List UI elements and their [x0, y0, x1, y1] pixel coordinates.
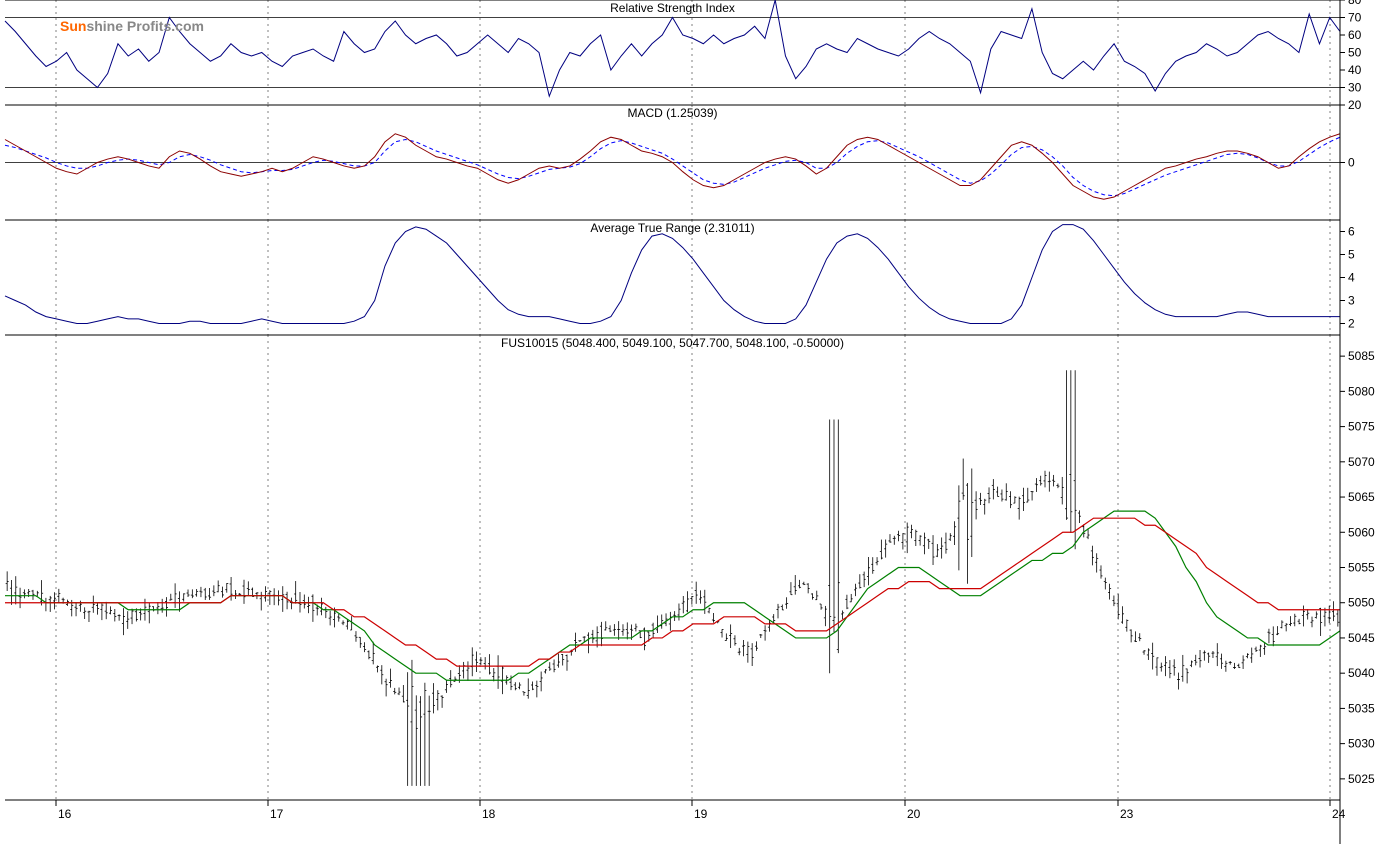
svg-text:20: 20 [907, 807, 921, 821]
svg-text:5055: 5055 [1348, 561, 1375, 575]
watermark-part3: Profits [127, 18, 171, 34]
svg-text:5045: 5045 [1348, 631, 1375, 645]
financial-chart: Sunshine Profits.com 20304050607080Relat… [0, 0, 1390, 844]
svg-text:50: 50 [1348, 46, 1362, 60]
svg-text:2: 2 [1348, 317, 1355, 331]
price-bars [6, 370, 1340, 786]
svg-text:5075: 5075 [1348, 420, 1375, 434]
svg-text:5035: 5035 [1348, 701, 1375, 715]
svg-text:5025: 5025 [1348, 772, 1375, 786]
watermark-part2: shine [86, 18, 123, 34]
svg-text:5065: 5065 [1348, 490, 1375, 504]
svg-text:5050: 5050 [1348, 596, 1375, 610]
svg-text:5060: 5060 [1348, 525, 1375, 539]
svg-text:18: 18 [482, 807, 496, 821]
svg-text:60: 60 [1348, 28, 1362, 42]
svg-text:30: 30 [1348, 81, 1362, 95]
svg-text:19: 19 [694, 807, 708, 821]
watermark-part1: Sun [60, 18, 86, 34]
svg-text:17: 17 [270, 807, 284, 821]
svg-text:20: 20 [1348, 98, 1362, 112]
svg-text:5070: 5070 [1348, 455, 1375, 469]
svg-text:40: 40 [1348, 63, 1362, 77]
svg-text:24: 24 [1332, 807, 1346, 821]
svg-text:3: 3 [1348, 294, 1355, 308]
svg-text:4: 4 [1348, 271, 1355, 285]
watermark-logo: Sunshine Profits.com [60, 18, 204, 34]
watermark-part4: .com [171, 18, 204, 34]
svg-text:MACD (1.25039): MACD (1.25039) [627, 106, 717, 120]
svg-text:Relative Strength Index: Relative Strength Index [610, 1, 735, 15]
svg-text:5085: 5085 [1348, 349, 1375, 363]
svg-text:5080: 5080 [1348, 384, 1375, 398]
svg-text:70: 70 [1348, 11, 1362, 25]
svg-text:23: 23 [1120, 807, 1134, 821]
svg-text:6: 6 [1348, 225, 1355, 239]
svg-text:Average True Range (2.31011): Average True Range (2.31011) [590, 221, 754, 235]
svg-text:FUS10015 (5048.400, 5049.100,: FUS10015 (5048.400, 5049.100, 5047.700, … [501, 336, 844, 350]
svg-text:16: 16 [58, 807, 72, 821]
svg-text:5040: 5040 [1348, 666, 1375, 680]
chart-svg: 20304050607080Relative Strength Index0MA… [0, 0, 1390, 844]
svg-text:5: 5 [1348, 248, 1355, 262]
svg-text:5030: 5030 [1348, 737, 1375, 751]
svg-text:80: 80 [1348, 0, 1362, 7]
svg-text:0: 0 [1348, 156, 1355, 170]
